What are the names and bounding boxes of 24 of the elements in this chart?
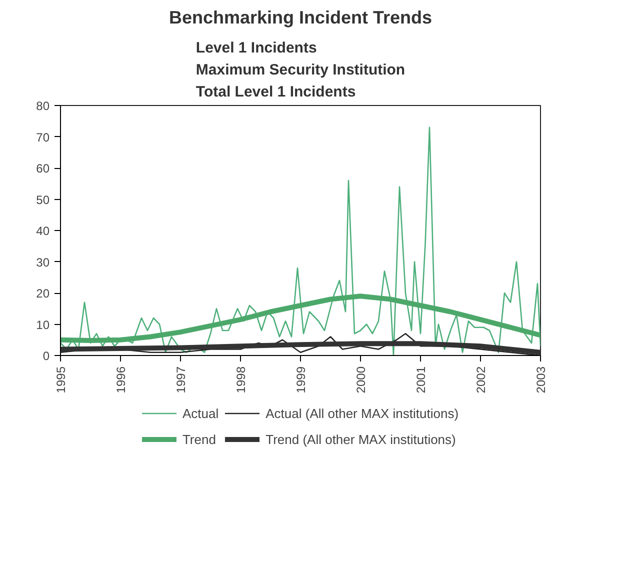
- y-tick-label: 0: [42, 349, 50, 363]
- x-tick-label: 2003: [534, 366, 548, 394]
- y-tick-label: 50: [36, 192, 50, 207]
- x-tick-label: 1995: [54, 366, 68, 394]
- y-tick-label: 70: [36, 130, 50, 144]
- x-tick-label: 1997: [174, 366, 188, 394]
- y-tick-label: 80: [36, 99, 50, 113]
- x-tick-label: 1996: [114, 366, 128, 394]
- y-tick-label: 40: [36, 224, 50, 238]
- x-tick-label: 1999: [294, 366, 308, 394]
- y-tick-label: 60: [36, 162, 50, 176]
- legend-label: Trend: [182, 432, 216, 446]
- y-tick-label: 20: [36, 286, 50, 300]
- legend-label: Actual (All other MAX institutions): [266, 406, 459, 420]
- legend-label: Trend (All other MAX institutions): [266, 432, 456, 446]
- y-tick-label: 10: [36, 318, 50, 332]
- x-tick-label: 2000: [354, 366, 368, 394]
- chart-subtitle: Level 1 Incidents Maximum Security Institution Total Level 1 Incidents: [196, 39, 406, 100]
- legend-label: Actual: [182, 406, 219, 420]
- chart-title: Benchmarking Incident Trends: [168, 8, 432, 28]
- y-tick-label: 30: [36, 255, 50, 270]
- x-tick-label: 2001: [414, 366, 428, 394]
- x-tick-label: 2002: [474, 366, 488, 394]
- x-tick-label: 1998: [234, 366, 248, 394]
